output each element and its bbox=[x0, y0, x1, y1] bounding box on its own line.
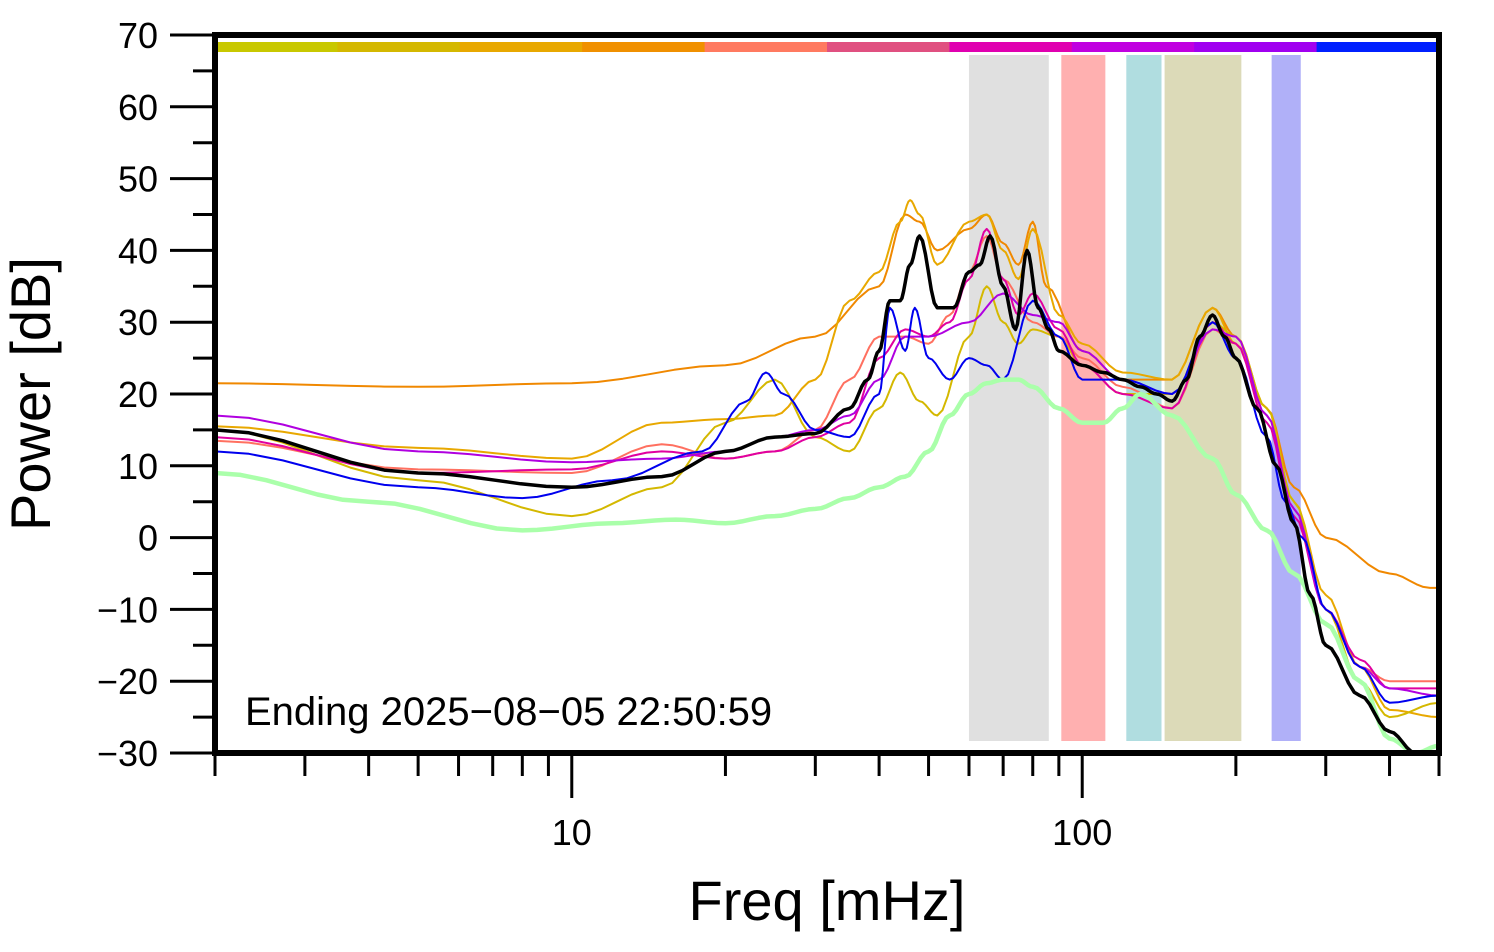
series-line-0 bbox=[215, 213, 1439, 589]
y-tick-label: 40 bbox=[118, 230, 158, 271]
y-axis: −30 −20 −10 0 10 20 30 40 50 60 70 bbox=[97, 15, 215, 774]
y-axis-title: Power [dB] bbox=[0, 257, 62, 531]
series-line-6 bbox=[215, 299, 1439, 704]
strip-segment-2 bbox=[459, 42, 583, 52]
series-line-5 bbox=[215, 292, 1439, 697]
series-line-4 bbox=[215, 227, 1439, 690]
band-0 bbox=[968, 55, 1049, 741]
series-line-3 bbox=[215, 235, 1439, 683]
x-axis-title: Freq [mHz] bbox=[689, 869, 966, 932]
ending-annotation: Ending 2025−08−05 22:50:59 bbox=[245, 690, 772, 734]
band-1 bbox=[1061, 55, 1106, 741]
series-line-1 bbox=[215, 199, 1439, 719]
y-tick-label: −20 bbox=[97, 661, 158, 702]
strip-segment-4 bbox=[704, 42, 828, 52]
y-tick-label: 50 bbox=[118, 159, 158, 200]
y-tick-label: 30 bbox=[118, 302, 158, 343]
strip-segment-5 bbox=[827, 42, 950, 52]
y-tick-label: 10 bbox=[118, 446, 158, 487]
x-tick-label: 100 bbox=[1052, 812, 1112, 853]
y-tick-label: 0 bbox=[138, 518, 158, 559]
y-tick-label: 70 bbox=[118, 15, 158, 56]
strip-segment-8 bbox=[1194, 42, 1318, 52]
color-strip bbox=[215, 42, 1440, 52]
y-tick-label: 20 bbox=[118, 374, 158, 415]
y-tick-label: 60 bbox=[118, 87, 158, 128]
y-tick-label: −30 bbox=[97, 733, 158, 774]
frequency-bands bbox=[968, 55, 1301, 741]
strip-segment-0 bbox=[215, 42, 338, 52]
strip-segment-7 bbox=[1071, 42, 1195, 52]
series-line-7 bbox=[215, 377, 1439, 753]
band-4 bbox=[1271, 55, 1301, 741]
strip-segment-3 bbox=[582, 42, 706, 52]
strip-segment-6 bbox=[949, 42, 1073, 52]
y-tick-label: −10 bbox=[97, 589, 158, 630]
spectrum-series bbox=[215, 199, 1439, 753]
x-tick-label: 10 bbox=[552, 812, 592, 853]
series-line-8 bbox=[215, 234, 1439, 753]
strip-segment-1 bbox=[337, 42, 461, 52]
strip-segment-9 bbox=[1316, 42, 1440, 52]
series-line-2 bbox=[215, 285, 1439, 719]
x-axis: 10 100 bbox=[213, 753, 1441, 853]
